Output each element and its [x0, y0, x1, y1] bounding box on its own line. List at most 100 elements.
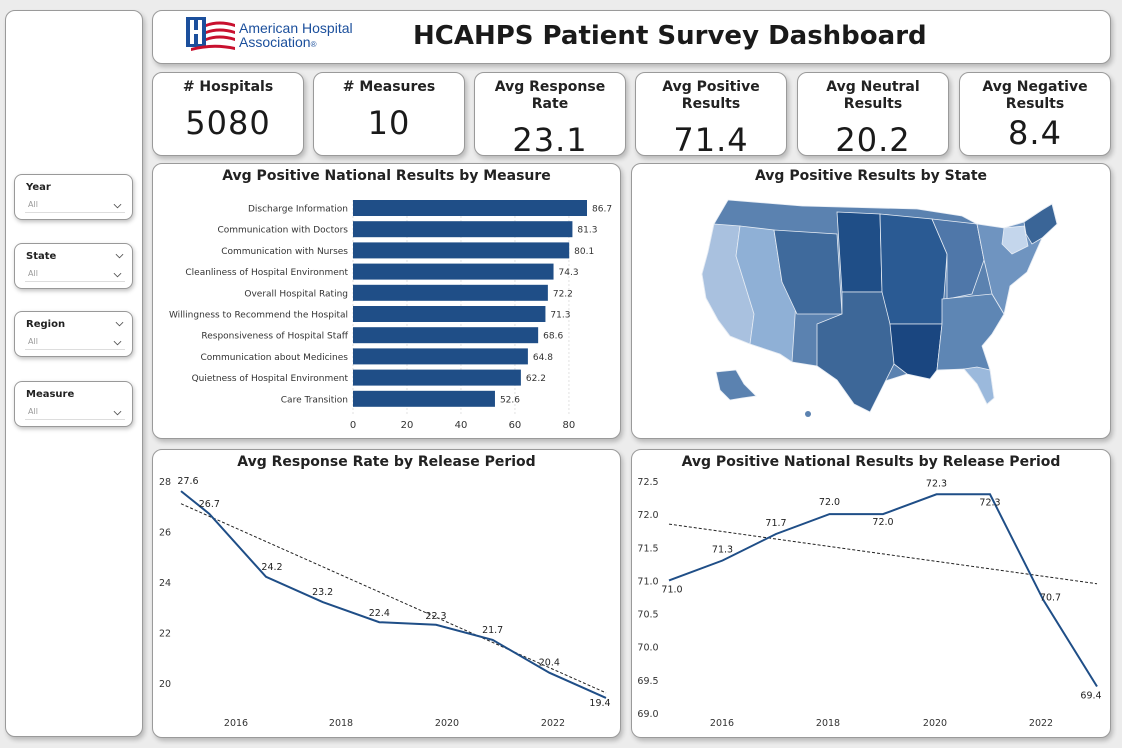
bar [353, 390, 495, 407]
bar-value-label: 52.6 [500, 395, 520, 405]
data-label: 71.7 [765, 518, 786, 529]
aha-logo: American Hospital Association® [185, 16, 375, 56]
x-tick-label: 0 [350, 420, 356, 431]
response-rate-chart-card: Avg Response Rate by Release Period 20 22… [152, 449, 621, 738]
chevron-down-icon[interactable] [113, 203, 122, 209]
chevron-down-icon[interactable] [113, 340, 122, 346]
y-tick-label: 70.0 [637, 643, 658, 654]
state-dropdown[interactable]: All [25, 267, 125, 282]
y-tick-label: 70.5 [637, 610, 658, 621]
data-label: 19.4 [589, 698, 610, 709]
bar-value-label: 68.6 [543, 332, 563, 342]
line-chart-1-title: Avg Response Rate by Release Period [237, 454, 536, 470]
kpi-label: # Measures [342, 79, 436, 95]
x-tick-label: 2018 [816, 718, 840, 729]
category-label: Discharge Information [248, 205, 348, 215]
page-title: HCAHPS Patient Survey Dashboard [413, 21, 927, 51]
chevron-down-icon[interactable] [113, 272, 122, 278]
x-tick-label: 80 [563, 420, 576, 431]
x-tick-label: 2022 [1029, 718, 1053, 729]
bar-value-label: 80.1 [574, 247, 594, 257]
new-york-state [1001, 225, 1029, 255]
y-tick-label: 20 [159, 679, 171, 690]
bar-value-label: 71.3 [550, 311, 570, 321]
x-tick-label: 2020 [435, 718, 459, 729]
category-label: Cleanliness of Hospital Environment [185, 268, 348, 278]
measure-dropdown[interactable]: All [25, 405, 125, 420]
data-label: 21.7 [482, 625, 503, 636]
kpi-label: # Hospitals [182, 79, 274, 95]
year-dropdown[interactable]: All [25, 198, 125, 213]
bar [353, 327, 539, 344]
positive-results-line-chart: 69.0 69.5 70.0 70.5 71.0 71.5 72.0 72.5 2016 2018… [637, 477, 1101, 729]
data-label: 72.3 [979, 497, 1000, 508]
y-tick-label: 28 [159, 477, 171, 488]
state-slicer-label: State [26, 251, 57, 262]
us-state-map[interactable] [632, 164, 1112, 440]
bar-chart-title: Avg Positive National Results by Measure [222, 168, 551, 184]
new-england-states [1023, 203, 1058, 245]
region-dropdown[interactable]: All [25, 335, 125, 350]
y-tick-label: 72.0 [637, 510, 658, 521]
bar-value-label: 86.7 [592, 205, 612, 215]
data-label: 72.0 [872, 517, 893, 528]
series-line [180, 490, 607, 699]
measure-slicer-label: Measure [26, 389, 75, 400]
aha-h-logo-icon [186, 17, 235, 51]
bar [353, 369, 521, 386]
data-label: 71.0 [661, 584, 682, 595]
southeast-states [936, 293, 1005, 405]
kpi-value: 5080 [185, 104, 271, 142]
bar [353, 200, 587, 216]
kpi-card-negative-results: Avg Negative Results 8.4 [959, 72, 1111, 156]
category-label: Communication about Medicines [200, 353, 348, 363]
bar [353, 348, 528, 365]
state-slicer[interactable]: State All [14, 243, 133, 289]
x-tick-label: 2020 [923, 718, 947, 729]
kpi-card-measures: # Measures 10 [313, 72, 465, 156]
kpi-label: Avg Neutral Results [826, 79, 920, 112]
filter-sidebar [5, 10, 143, 737]
category-label: Responsiveness of Hospital Staff [201, 332, 348, 342]
y-tick-label: 71.0 [637, 576, 658, 587]
year-slicer[interactable]: Year All [14, 174, 133, 220]
plains-north-states [836, 211, 883, 293]
bar [353, 284, 548, 301]
data-label: 71.3 [712, 545, 733, 556]
kpi-value: 20.2 [835, 121, 911, 159]
logo-line-1: American Hospital [239, 20, 353, 36]
collapse-chevron-icon[interactable] [115, 253, 124, 259]
data-label: 20.4 [539, 658, 560, 669]
logo-line-2: Association [239, 34, 311, 50]
bar [353, 263, 554, 280]
x-tick-label: 2022 [541, 718, 565, 729]
florida-state [963, 366, 995, 405]
collapse-chevron-icon[interactable] [115, 321, 124, 327]
region-slicer-label: Region [26, 319, 66, 330]
kpi-value: 10 [367, 104, 411, 142]
category-label: Willingness to Recommend the Hospital [169, 311, 348, 321]
positive-results-chart-card: Avg Positive National Results by Release… [631, 449, 1111, 738]
kpi-label: Avg Negative Results [982, 79, 1088, 112]
measure-slicer[interactable]: Measure All [14, 381, 133, 427]
kpi-card-neutral-results: Avg Neutral Results 20.2 [797, 72, 949, 159]
bar [353, 306, 546, 322]
y-tick-label: 72.5 [637, 477, 658, 488]
data-label: 72.3 [926, 478, 947, 489]
chevron-down-icon[interactable] [113, 410, 122, 416]
bar [353, 221, 573, 238]
x-tick-label: 20 [401, 420, 414, 431]
y-tick-label: 69.5 [637, 676, 658, 687]
kpi-value: 23.1 [512, 121, 588, 159]
kpi-card-hospitals: # Hospitals 5080 [152, 72, 304, 156]
region-slicer[interactable]: Region All [14, 311, 133, 357]
trend-line [180, 503, 607, 694]
x-tick-label: 40 [455, 420, 468, 431]
series-line [668, 493, 1098, 688]
data-label: 24.2 [261, 562, 282, 573]
dashboard-header: American Hospital Association® HCAHPS Pa… [152, 10, 1111, 64]
bar-chart: 0 20 40 60 80 Discharge Information 86.7 Commun… [169, 200, 612, 431]
x-tick-label: 60 [509, 420, 522, 431]
y-tick-label: 22 [159, 628, 171, 639]
alaska-state [715, 369, 757, 401]
